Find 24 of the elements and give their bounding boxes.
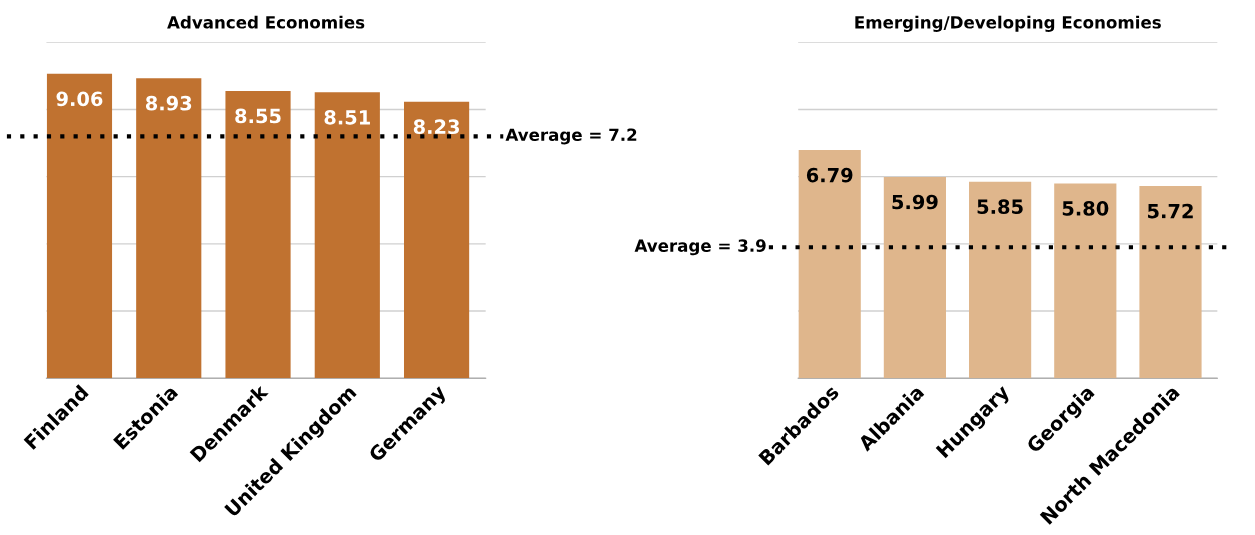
bar (136, 78, 202, 379)
bar (1139, 186, 1202, 379)
bar (314, 92, 380, 379)
bar (46, 73, 113, 379)
data-label: 8.93 (145, 95, 192, 111)
data-label: 8.51 (324, 109, 370, 125)
chart-title: Emerging/Developing Economies (855, 15, 1161, 32)
chart-title: Advanced Economies (167, 15, 365, 29)
bar (225, 90, 291, 379)
data-label: 5.99 (892, 194, 938, 210)
data-label: 5.85 (977, 199, 1023, 215)
data-label: 5.72 (1148, 203, 1193, 219)
data-label: 8.55 (235, 108, 281, 124)
data-label: 5.80 (1062, 201, 1109, 216)
bar (1054, 183, 1117, 379)
data-label: 8.23 (413, 119, 460, 135)
data-label: 6.79 (806, 167, 853, 183)
bar (404, 101, 470, 379)
data-label: 9.06 (56, 91, 103, 107)
bar (883, 176, 946, 379)
bar (969, 181, 1032, 379)
ref-line-label: Average = 3.9 (634, 239, 766, 256)
bar (798, 150, 861, 379)
ref-line-label: Average = 7.2 (505, 128, 637, 145)
